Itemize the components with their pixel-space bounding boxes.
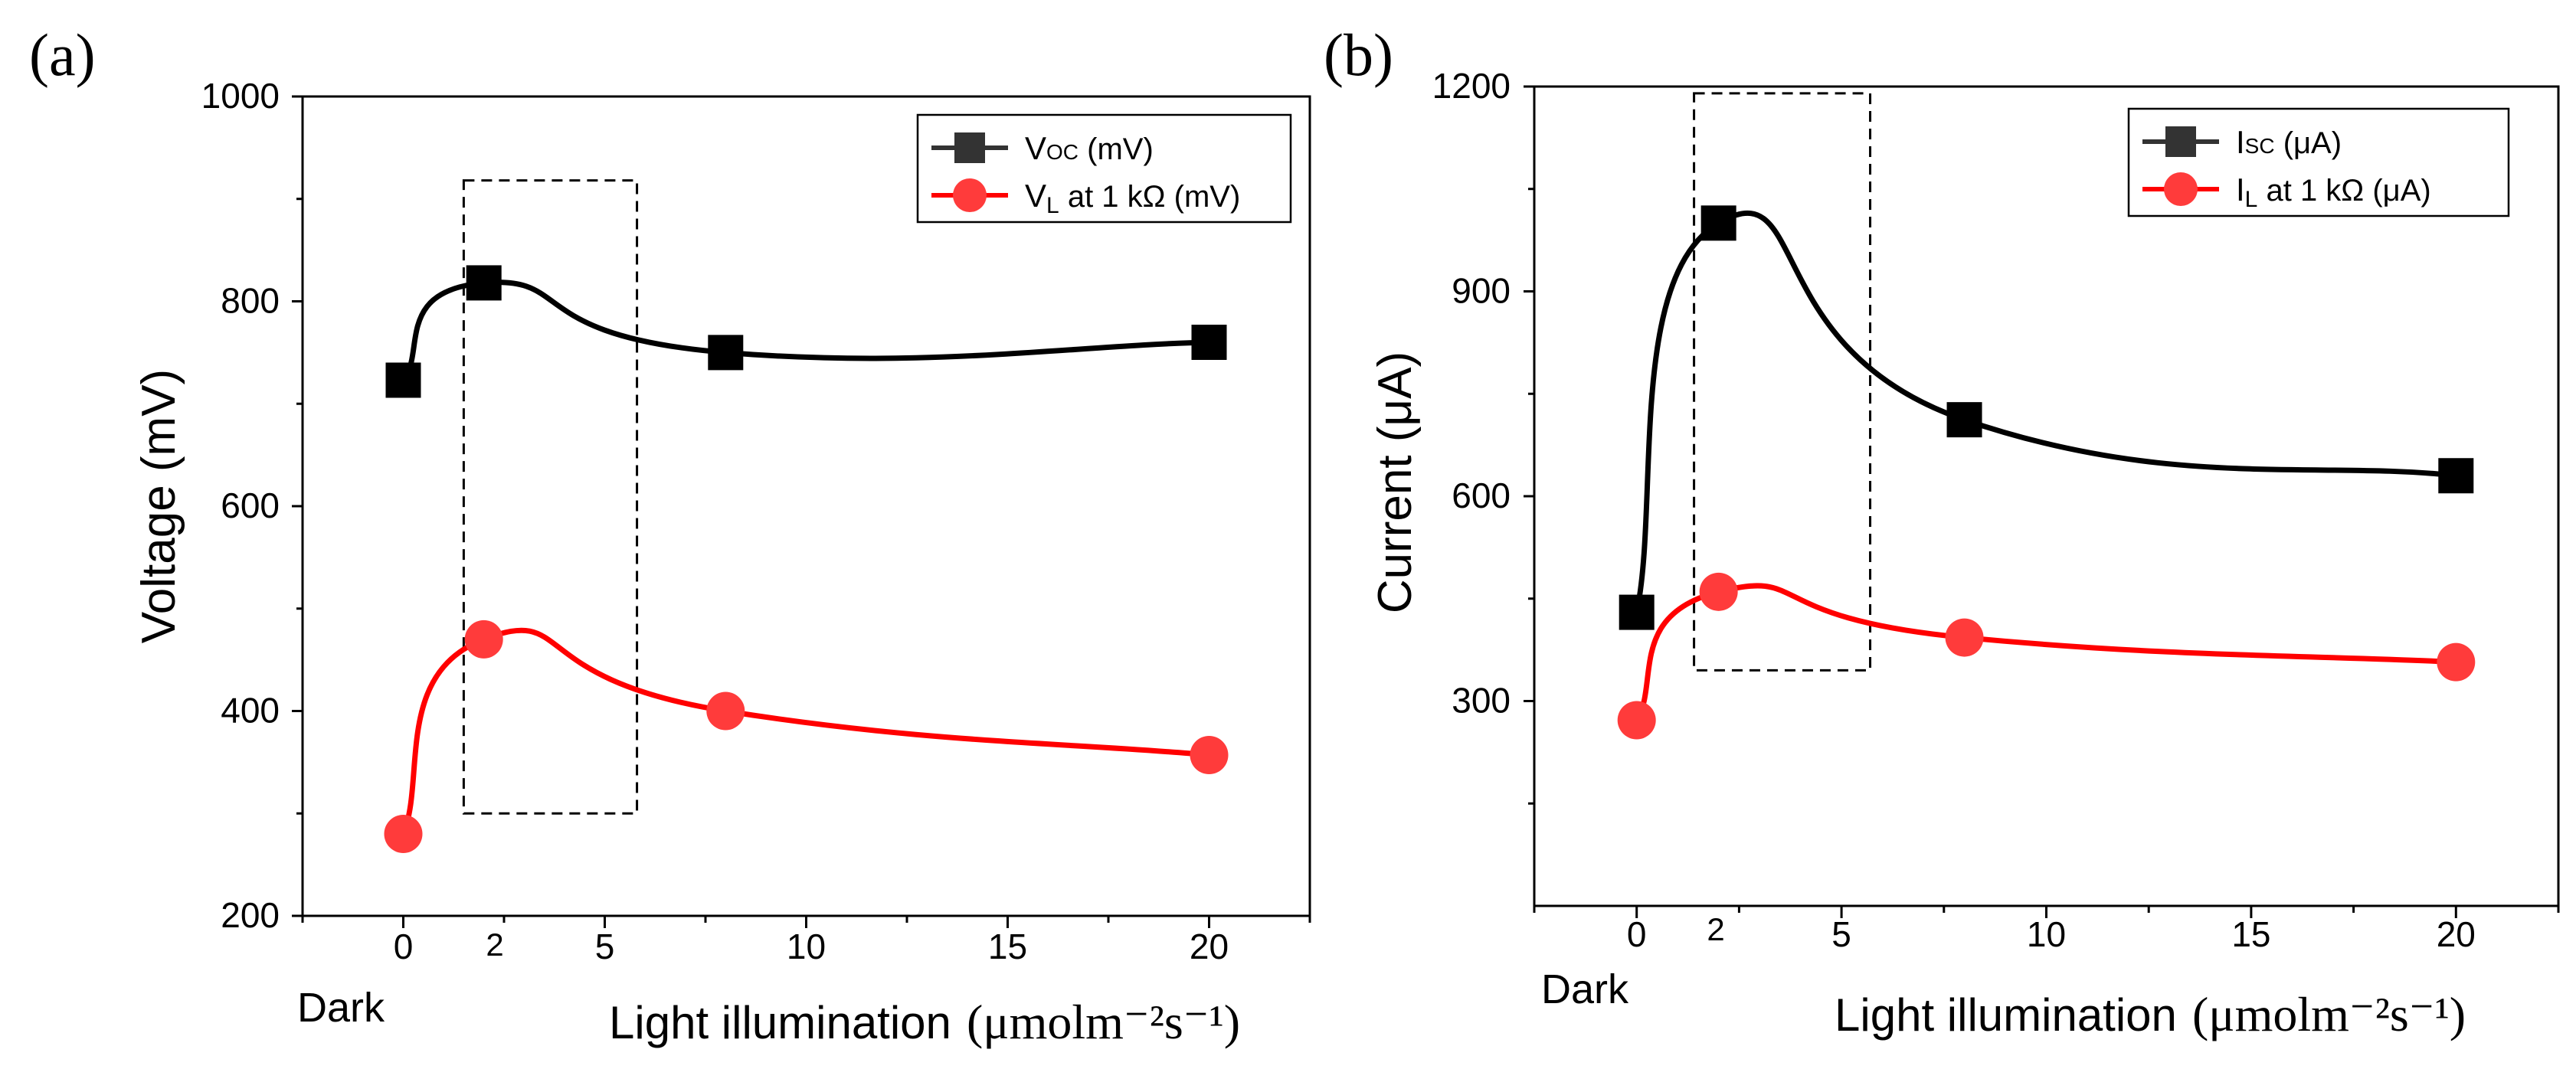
panel-b-legend-il: IL at 1 kΩ (μA) bbox=[2236, 172, 2431, 212]
x-tick-label: 5 bbox=[1831, 914, 1851, 954]
data-point-circle bbox=[1190, 736, 1229, 775]
data-point-square bbox=[708, 335, 744, 371]
panel-b-current-chart: (b) 0 5 10 15 20 300 600 900 1200 Current (μA) D… bbox=[1324, 21, 2560, 1041]
x-tick-label: 20 bbox=[1190, 927, 1229, 966]
y-tick-label: 200 bbox=[221, 895, 280, 935]
data-point-square bbox=[466, 265, 502, 301]
y-tick-label: 800 bbox=[221, 281, 280, 321]
panel-a-label: (a) bbox=[29, 21, 96, 88]
data-point-square bbox=[2438, 458, 2474, 494]
panel-a-ticks bbox=[292, 95, 1311, 928]
y-tick-label: 600 bbox=[1452, 476, 1511, 515]
panel-a-x-axis-unit: (μmolm⁻²s⁻¹) bbox=[967, 995, 1240, 1049]
x-tick-label: 15 bbox=[988, 927, 1027, 966]
data-point-circle bbox=[706, 691, 745, 731]
panel-a-x2-label: 2 bbox=[486, 927, 503, 963]
y-tick-label: 600 bbox=[221, 485, 280, 525]
panel-b-x2-label: 2 bbox=[1707, 911, 1724, 947]
legend-circle-marker-icon bbox=[2164, 172, 2198, 206]
panel-b-il-curve bbox=[1634, 583, 2457, 722]
panel-b-y-axis-label: Current (μA) bbox=[1369, 351, 1422, 613]
panel-a-voc-curve bbox=[401, 280, 1209, 382]
legend-square-marker-icon bbox=[2165, 126, 2196, 157]
data-point-circle bbox=[1945, 618, 1984, 657]
panel-a-legend: VOC (mV) VL at 1 kΩ (mV) bbox=[916, 113, 1292, 224]
x-tick-label: 5 bbox=[595, 927, 615, 966]
data-point-circle bbox=[384, 815, 423, 853]
panel-b-label: (b) bbox=[1324, 21, 1393, 88]
panel-a-legend-voc: VOC (mV) bbox=[1025, 130, 1154, 166]
data-point-circle bbox=[464, 619, 503, 659]
data-point-circle bbox=[1699, 572, 1738, 611]
panel-b-markers bbox=[1617, 205, 2476, 740]
panel-b-ticks bbox=[1524, 85, 2560, 918]
x-tick-label: 10 bbox=[2027, 914, 2066, 954]
x-tick-label: 15 bbox=[2231, 914, 2270, 954]
panel-b-dark-label: Dark bbox=[1541, 966, 1629, 1012]
x-tick-label: 0 bbox=[394, 927, 414, 966]
panel-b-x-axis-label: Light illumination bbox=[1835, 989, 2177, 1041]
panel-b-legend-isc: ISC (μA) bbox=[2236, 124, 2342, 160]
panel-a-voltage-chart: (a) 0 5 10 15 20 200 400 600 800 1000 Voltage (mV… bbox=[29, 21, 1311, 1049]
panel-a-tick-labels: 0 5 10 15 20 200 400 600 800 1000 bbox=[201, 76, 1229, 966]
data-point-circle bbox=[2437, 642, 2476, 682]
legend-square-marker-icon bbox=[954, 132, 985, 163]
panel-b-isc-curve bbox=[1634, 210, 2457, 613]
x-tick-label: 0 bbox=[1627, 914, 1647, 954]
panel-b-x-axis-title: Light illumination (μmolm⁻²s⁻¹) bbox=[1835, 987, 2466, 1041]
y-tick-label: 300 bbox=[1452, 681, 1511, 721]
panel-a-x-axis-label: Light illumination bbox=[609, 997, 951, 1048]
panel-a-vl-curve bbox=[401, 627, 1209, 835]
panel-b-tick-labels: 0 5 10 15 20 300 600 900 1200 bbox=[1432, 66, 2476, 954]
panel-a-y-axis-label: Voltage (mV) bbox=[133, 369, 185, 643]
panel-a-x-axis-title: Light illumination (μmolm⁻²s⁻¹) bbox=[609, 995, 1240, 1049]
x-tick-label: 10 bbox=[787, 927, 826, 966]
data-point-circle bbox=[1617, 701, 1656, 740]
panel-a-highlight-box bbox=[462, 179, 639, 815]
x-tick-label: 20 bbox=[2437, 914, 2476, 954]
data-point-square bbox=[1700, 205, 1736, 241]
panel-b-highlight-box bbox=[1693, 92, 1872, 672]
panel-a-legend-vl: VL at 1 kΩ (mV) bbox=[1025, 178, 1240, 218]
y-tick-label: 1200 bbox=[1432, 66, 1511, 106]
y-tick-label: 400 bbox=[221, 691, 280, 731]
panel-a-markers bbox=[384, 265, 1229, 853]
y-tick-label: 900 bbox=[1452, 271, 1511, 311]
data-point-square bbox=[1619, 594, 1655, 630]
legend-circle-marker-icon bbox=[953, 178, 987, 212]
panel-a-dark-label: Dark bbox=[297, 985, 385, 1031]
y-tick-label: 1000 bbox=[201, 76, 280, 116]
data-point-square bbox=[1946, 402, 1982, 438]
panel-b-legend: ISC (μA) IL at 1 kΩ (μA) bbox=[2127, 107, 2510, 217]
panel-b-x-axis-unit: (μmolm⁻²s⁻¹) bbox=[2192, 987, 2466, 1041]
data-point-square bbox=[385, 362, 421, 398]
data-point-square bbox=[1191, 325, 1227, 360]
